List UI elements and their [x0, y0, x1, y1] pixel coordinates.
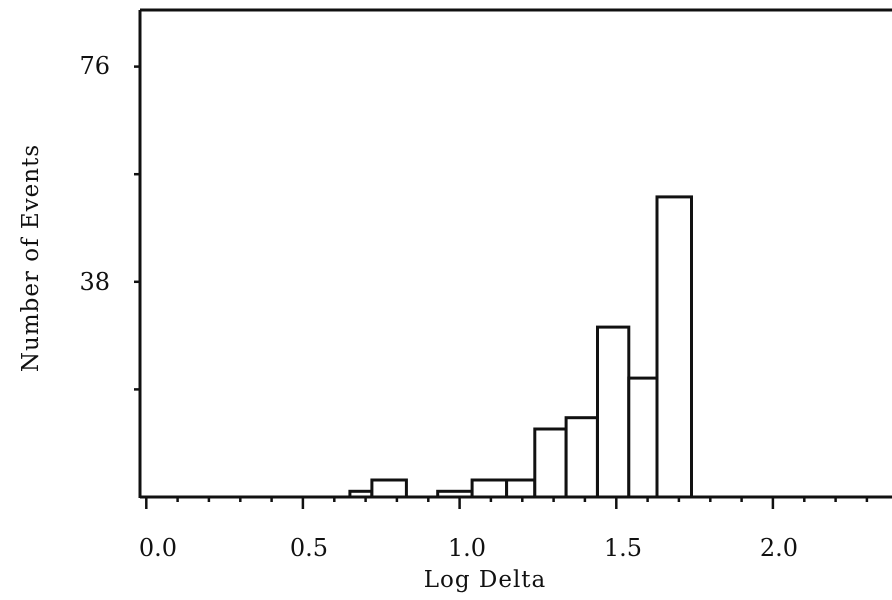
- ticks-layer: [134, 65, 869, 509]
- y-axis-title: Number of Events: [18, 144, 44, 372]
- histogram-bar-0: [348, 489, 374, 499]
- bars-layer: [348, 195, 693, 499]
- histogram-bar-9: [655, 195, 693, 499]
- x-tick-label-0-5: 0.5: [290, 534, 328, 562]
- x-tick-label-1-0: 1.0: [448, 534, 486, 562]
- x-tick-label-0-0: 0.0: [139, 534, 177, 562]
- histogram-bar-5: [533, 427, 568, 499]
- histogram-bar-2: [436, 489, 474, 499]
- histogram-bar-4: [505, 478, 537, 499]
- x-tick-label-1-5: 1.5: [604, 534, 642, 562]
- histogram-bar-6: [564, 416, 599, 499]
- plot-frame: [138, 8, 892, 498]
- histogram-bar-7: [596, 325, 631, 499]
- y-tick-label-76: 76: [79, 52, 110, 80]
- y-tick-label-38: 38: [79, 268, 110, 296]
- histogram-bar-3: [470, 478, 509, 499]
- x-tick-label-2-0: 2.0: [760, 534, 798, 562]
- x-axis-title: Log Delta: [424, 567, 547, 593]
- histogram-bar-8: [627, 376, 659, 499]
- histogram-bar-1: [370, 478, 408, 499]
